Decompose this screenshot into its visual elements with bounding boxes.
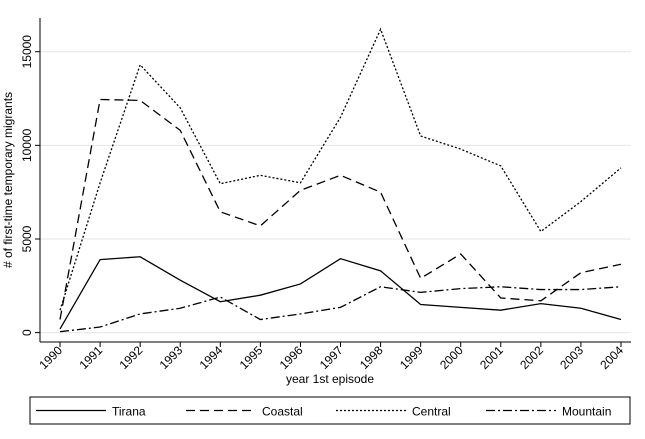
legend-label: Central [412, 405, 451, 419]
y-tick-label: 15000 [20, 35, 34, 69]
y-axis-label: # of first-time temporary migrants [1, 92, 15, 268]
y-tick-label: 0 [20, 329, 34, 336]
legend-label: Tirana [112, 405, 146, 419]
legend-box [29, 396, 631, 425]
y-tick-label: 5000 [20, 225, 34, 252]
series-line [59, 27, 622, 311]
legend-label: Mountain [562, 405, 611, 419]
series-line [59, 286, 622, 333]
x-axis-label: year 1st episode [286, 372, 374, 386]
y-tick-label: 10000 [20, 128, 34, 162]
legend-label: Coastal [262, 405, 303, 419]
series-line [59, 98, 622, 320]
series-line [59, 256, 622, 330]
